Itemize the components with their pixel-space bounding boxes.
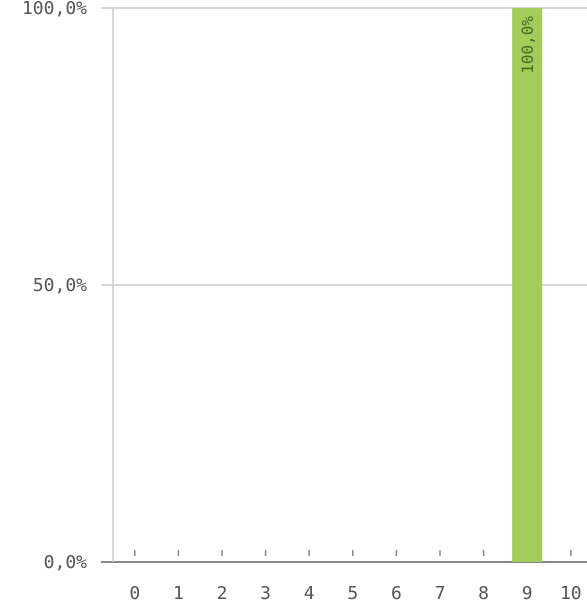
x-tick-label: 5	[347, 583, 358, 604]
y-tick-label: 0,0%	[44, 552, 88, 573]
bar	[512, 8, 543, 562]
x-tick-label: 0	[129, 583, 140, 604]
x-tick-label: 10	[560, 583, 582, 604]
x-tick-label: 4	[304, 583, 315, 604]
axes	[112, 8, 572, 562]
x-tick-label: 8	[478, 583, 489, 604]
x-tick-label: 2	[217, 583, 228, 604]
grid-lines	[101, 7, 587, 563]
x-tick-label: 7	[435, 583, 446, 604]
x-tick-label: 1	[173, 583, 184, 604]
y-tick-label: 100,0%	[22, 0, 87, 19]
x-tick-label: 9	[522, 583, 533, 604]
x-tick-label: 3	[260, 583, 271, 604]
bar-data-label: 100,0%	[518, 16, 537, 74]
tick-labels: 0,0% 50,0% 100,0% 0 1 2 3 4 5 6 7 8 100,0% 9 10	[22, 0, 582, 604]
y-tick-label: 50,0%	[33, 275, 87, 296]
bars	[512, 8, 543, 562]
x-tick-label: 6	[391, 583, 402, 604]
